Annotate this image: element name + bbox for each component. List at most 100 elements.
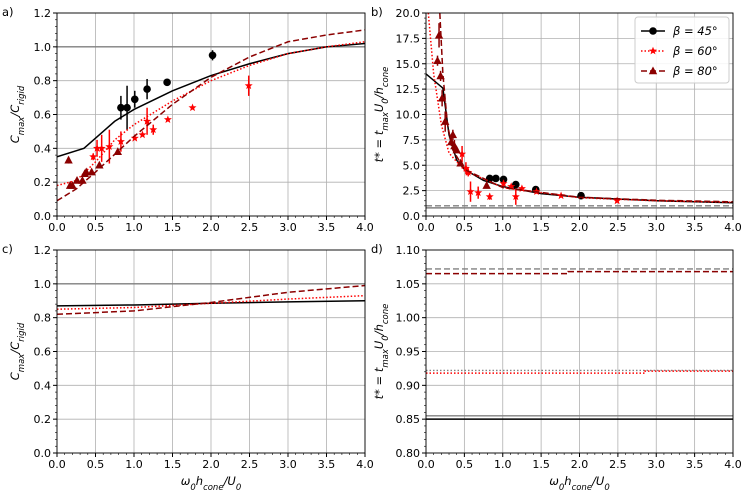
triangle-marker [447,137,456,146]
circle-marker [143,85,151,93]
x-tick-label: 2.0 [202,458,220,471]
star-marker [244,81,253,90]
x-tick-label: 0.5 [87,458,105,471]
star-marker [499,179,508,187]
text-part: /U [223,474,237,488]
text-part: C [8,135,22,143]
x-tick-label: 2.0 [571,458,589,471]
triangle-marker [434,30,444,39]
circle-marker [577,191,585,200]
x-tick-label: 2.5 [609,458,627,471]
plot-area [57,29,365,202]
x-tick-label: 1.0 [494,458,512,471]
y-tick-label: 15.0 [396,58,421,71]
triangle-marker [482,181,491,189]
x-axis-label: ω0​hcone​/U0​ [181,474,242,493]
y-tick-label: 1.2 [34,7,52,20]
subscript: 0 [559,483,564,493]
circle-marker [163,78,171,87]
y-tick-label: 7.5 [403,134,421,147]
star-marker [89,152,98,161]
subscript: 0 [381,98,391,103]
legend-label: β = 80° [672,64,718,78]
circle-marker [511,180,520,189]
subscript: 0 [604,483,609,493]
star-marker [138,130,147,139]
subscript: cone [203,483,224,493]
x-tick-label: 2.5 [609,221,627,234]
star-marker [143,117,152,125]
triangle-marker [440,117,450,125]
axes-frame [56,249,366,454]
star-marker [93,144,101,152]
x-tick-label: 4.0 [356,221,374,234]
triangle-marker [448,130,458,139]
y-tick-label: 0.0 [403,210,421,223]
star-marker [649,46,657,55]
legend-frame [634,16,730,84]
y-tick-label: 0.85 [396,413,421,426]
axes-frame [56,12,366,217]
triangle-marker [82,167,91,176]
star-marker [474,188,483,197]
star-marker [188,103,197,112]
y-tick-label: 0.95 [396,346,421,359]
star-marker [485,192,494,201]
subscript: rigid [17,322,27,342]
star-marker [461,164,470,172]
star-marker [149,125,158,134]
star-marker [517,184,526,192]
triangle-marker [437,93,447,102]
y-tick-label: 5.0 [403,159,421,172]
star-marker [97,144,106,152]
y-tick-label: 0.2 [34,413,52,426]
x-tick-label: 2.5 [241,221,259,234]
star-marker [116,137,125,145]
star-marker [511,192,520,201]
x-tick-label: 1.5 [164,221,182,234]
axes-frame [425,12,734,217]
y-axis-label: t* = tmax​U0​/hcone​ [372,67,391,163]
y-tick-label: 2.5 [403,185,421,198]
panel-label: b) [371,5,383,19]
x-tick-label: 3.0 [279,221,297,234]
x-tick-label: 3.5 [318,221,336,234]
y-tick-label: 0.0 [34,210,52,223]
triangle-marker [113,147,123,156]
series-curve-triangle [439,13,733,203]
triangle-marker [452,145,461,154]
y-tick-label: 0.80 [396,447,421,460]
x-tick-label: 2.0 [202,221,220,234]
panel-b: 0.0 0.5 1.0 1.5 2.0 2.5 3.0 3.5 4.0 0.0 2.5 5.0 7.5 1… [371,5,742,234]
subscript: rigid [17,85,27,105]
triangle-marker [95,160,104,169]
text-part: t* = t [372,367,386,399]
subscript: max [17,353,27,372]
circle-marker [130,95,139,104]
panel-label: d) [371,242,383,256]
subscript: 0 [190,483,195,493]
circle-marker [123,103,131,112]
text-part: ω [181,474,191,488]
y-tick-label: 0.4 [34,379,52,392]
y-tick-label: 0.2 [34,176,52,189]
text-part: U [372,340,386,349]
y-tick-label: 0.8 [34,312,52,325]
x-tick-label: 3.0 [648,458,666,471]
series-curve-circle [426,73,733,204]
subscript: max [17,116,27,135]
triangle-marker [68,181,77,189]
axes-frame [425,249,734,454]
x-tick-label: 3.0 [279,458,297,471]
y-axis-label: Cmax​/Crigid​ [8,85,27,143]
triangle-marker [436,71,445,80]
y-tick-label: 0.6 [34,109,52,122]
x-tick-label: 1.5 [164,458,182,471]
subscript: 0 [381,335,391,340]
x-tick-label: 1.0 [494,221,512,234]
x-tick-label: 2.0 [571,221,589,234]
x-tick-label: 1.5 [532,221,550,234]
panel-d: 0.0 0.5 1.0 1.5 2.0 2.5 3.0 3.5 4.0 0.80 0.85 0.90 0… [371,242,742,493]
x-axis-label: ω0​hcone​/U0​ [549,474,610,493]
